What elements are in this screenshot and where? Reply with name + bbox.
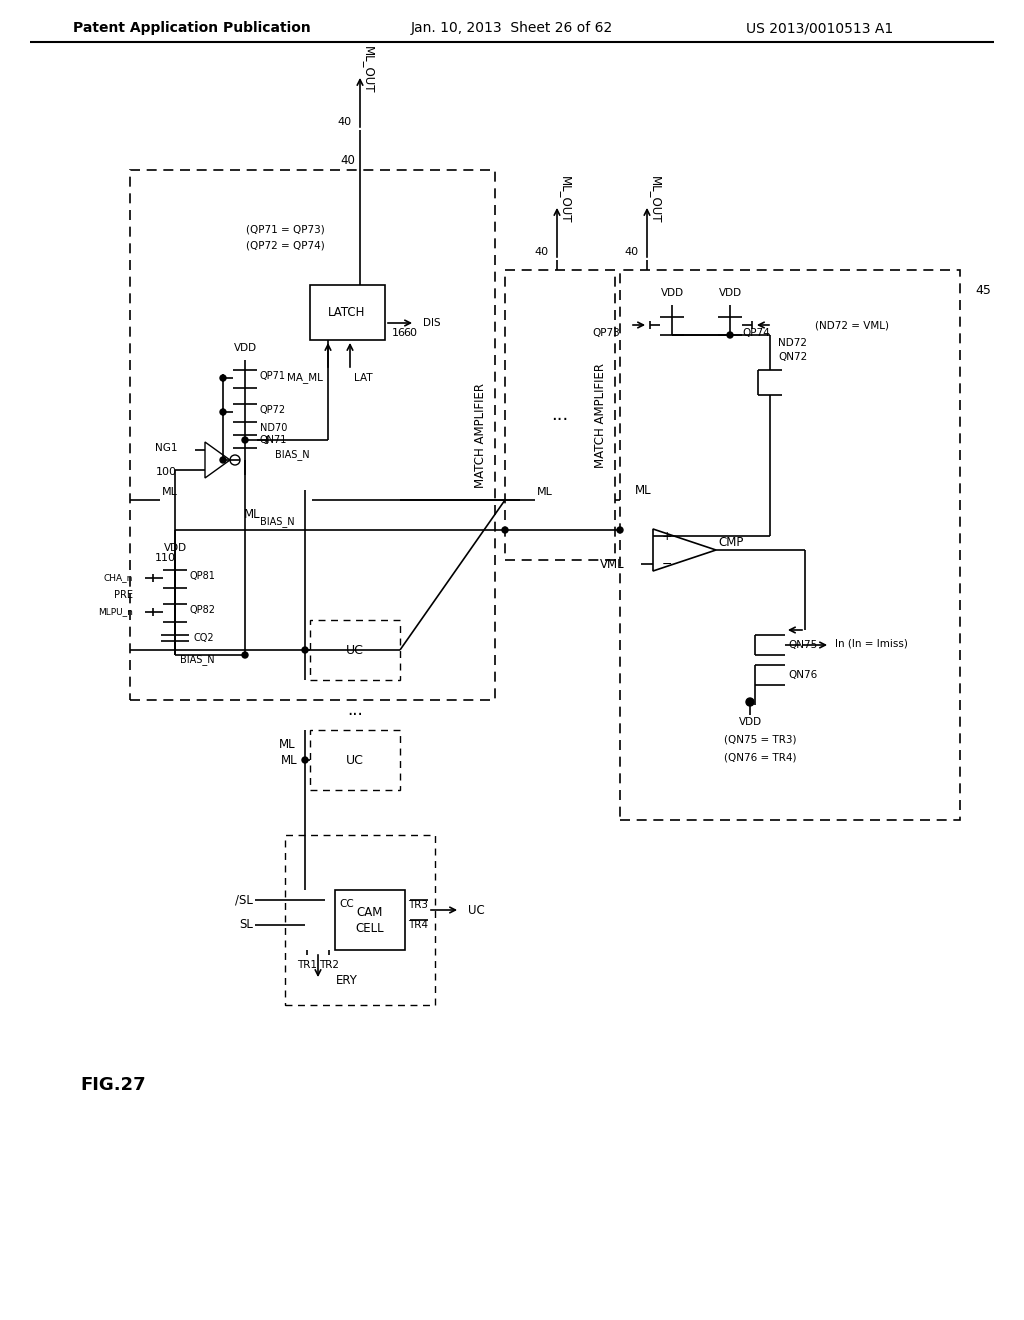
- Text: ...: ...: [551, 407, 568, 424]
- Text: (QP71 = QP73): (QP71 = QP73): [246, 224, 325, 235]
- Text: QN75: QN75: [788, 640, 817, 649]
- Text: CQ2: CQ2: [193, 634, 214, 643]
- Text: DIS: DIS: [423, 318, 440, 327]
- Text: CELL: CELL: [355, 921, 384, 935]
- Text: TR3: TR3: [408, 900, 428, 909]
- Text: CHA_n: CHA_n: [103, 573, 133, 582]
- Circle shape: [220, 409, 226, 414]
- Circle shape: [727, 333, 733, 338]
- Text: QP71: QP71: [260, 371, 286, 381]
- Text: QN72: QN72: [778, 352, 807, 362]
- Text: BIAS_N: BIAS_N: [275, 450, 309, 461]
- Text: SL: SL: [240, 919, 253, 932]
- Text: −: −: [662, 557, 672, 570]
- Text: VDD: VDD: [233, 343, 257, 352]
- Text: ML: ML: [282, 754, 298, 767]
- Text: ERY: ERY: [336, 974, 358, 986]
- Text: ND70: ND70: [260, 422, 288, 433]
- Circle shape: [242, 652, 248, 657]
- Text: VDD: VDD: [164, 543, 186, 553]
- Text: ML_OUT: ML_OUT: [649, 177, 662, 224]
- Bar: [310, 620, 400, 680]
- Text: MATCH AMPLIFIER: MATCH AMPLIFIER: [595, 363, 607, 467]
- Text: ND72: ND72: [778, 338, 807, 348]
- Text: 40: 40: [535, 247, 549, 257]
- Text: 16: 16: [392, 327, 406, 338]
- Text: 40: 40: [625, 247, 639, 257]
- Text: /SL: /SL: [236, 894, 253, 907]
- Text: QP74: QP74: [742, 327, 770, 338]
- Text: CAM: CAM: [356, 906, 383, 919]
- Text: NG1: NG1: [155, 444, 177, 453]
- Bar: [310, 285, 385, 341]
- Circle shape: [502, 527, 508, 533]
- Text: ML: ML: [635, 483, 651, 496]
- Text: VDD: VDD: [738, 717, 762, 727]
- Text: BIAS_N: BIAS_N: [260, 516, 295, 528]
- Text: (ND72 = VML): (ND72 = VML): [815, 319, 889, 330]
- Text: BIAS_N: BIAS_N: [180, 655, 215, 665]
- Text: US 2013/0010513 A1: US 2013/0010513 A1: [746, 21, 894, 36]
- Text: MATCH AMPLIFIER: MATCH AMPLIFIER: [474, 383, 487, 487]
- Text: VML: VML: [600, 557, 625, 570]
- Text: 40: 40: [340, 153, 355, 166]
- Text: ML_OUT: ML_OUT: [559, 177, 572, 224]
- Text: ML: ML: [279, 738, 295, 751]
- Text: QN76: QN76: [788, 671, 817, 680]
- Text: (QN76 = TR4): (QN76 = TR4): [724, 752, 797, 763]
- Text: CC: CC: [340, 899, 354, 909]
- Text: UC: UC: [346, 644, 364, 656]
- Text: CMP: CMP: [718, 536, 743, 549]
- Text: 60: 60: [403, 327, 417, 338]
- Text: 40: 40: [338, 117, 352, 127]
- Text: 100: 100: [156, 467, 177, 477]
- Text: 110: 110: [155, 553, 176, 564]
- Text: QP81: QP81: [190, 572, 216, 581]
- Text: LATCH: LATCH: [329, 306, 366, 319]
- Text: Patent Application Publication: Patent Application Publication: [73, 21, 311, 36]
- Circle shape: [302, 647, 308, 653]
- Text: MA_ML: MA_ML: [287, 372, 323, 383]
- Text: (QP72 = QP74): (QP72 = QP74): [246, 240, 325, 249]
- Circle shape: [220, 375, 226, 381]
- Text: ML_OUT: ML_OUT: [362, 46, 375, 94]
- Text: ML: ML: [244, 508, 260, 521]
- Text: TR2: TR2: [319, 960, 339, 970]
- Text: ...: ...: [347, 701, 362, 719]
- Text: QP72: QP72: [260, 405, 286, 414]
- Text: VDD: VDD: [660, 288, 684, 298]
- Text: UC: UC: [468, 903, 484, 916]
- Text: ML: ML: [162, 487, 178, 498]
- Text: LAT: LAT: [354, 374, 373, 383]
- Bar: [130, 170, 495, 700]
- Text: Jan. 10, 2013  Sheet 26 of 62: Jan. 10, 2013 Sheet 26 of 62: [411, 21, 613, 36]
- Text: (QN75 = TR3): (QN75 = TR3): [724, 735, 797, 744]
- Text: +: +: [662, 529, 673, 543]
- Bar: [285, 836, 435, 1005]
- Text: UC: UC: [346, 754, 364, 767]
- Circle shape: [220, 457, 226, 463]
- Circle shape: [746, 698, 754, 706]
- Bar: [310, 730, 400, 789]
- Text: QP82: QP82: [190, 605, 216, 615]
- Text: VDD: VDD: [719, 288, 741, 298]
- Text: TR1: TR1: [297, 960, 317, 970]
- Bar: [335, 890, 406, 950]
- Circle shape: [617, 527, 623, 533]
- Text: In (In = Imiss): In (In = Imiss): [835, 638, 908, 648]
- Text: PRE: PRE: [114, 590, 133, 601]
- Text: 45: 45: [975, 284, 991, 297]
- Circle shape: [242, 437, 248, 444]
- Text: MLPU_n: MLPU_n: [98, 607, 133, 616]
- Bar: [505, 271, 615, 560]
- Text: ML: ML: [537, 487, 553, 498]
- Text: TR4: TR4: [408, 920, 428, 931]
- Text: FIG.27: FIG.27: [80, 1076, 145, 1094]
- Bar: [620, 271, 961, 820]
- Circle shape: [302, 756, 308, 763]
- Text: QP73: QP73: [592, 327, 620, 338]
- Text: QN71: QN71: [260, 436, 288, 445]
